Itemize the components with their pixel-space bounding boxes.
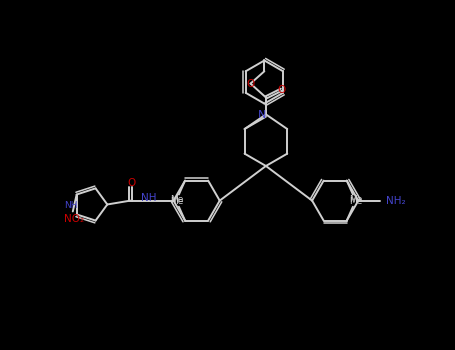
Text: Me: Me [170, 197, 183, 206]
Text: Me: Me [349, 195, 363, 204]
Text: NH: NH [141, 193, 157, 203]
Text: NO₂: NO₂ [64, 214, 84, 224]
Text: Me: Me [349, 197, 363, 206]
Text: O: O [128, 178, 136, 188]
Text: O: O [277, 85, 285, 95]
Text: NH: NH [64, 201, 77, 210]
Text: Me: Me [170, 195, 183, 204]
Text: NH₂: NH₂ [386, 196, 406, 205]
Text: O: O [247, 79, 255, 89]
Text: N: N [258, 110, 266, 120]
